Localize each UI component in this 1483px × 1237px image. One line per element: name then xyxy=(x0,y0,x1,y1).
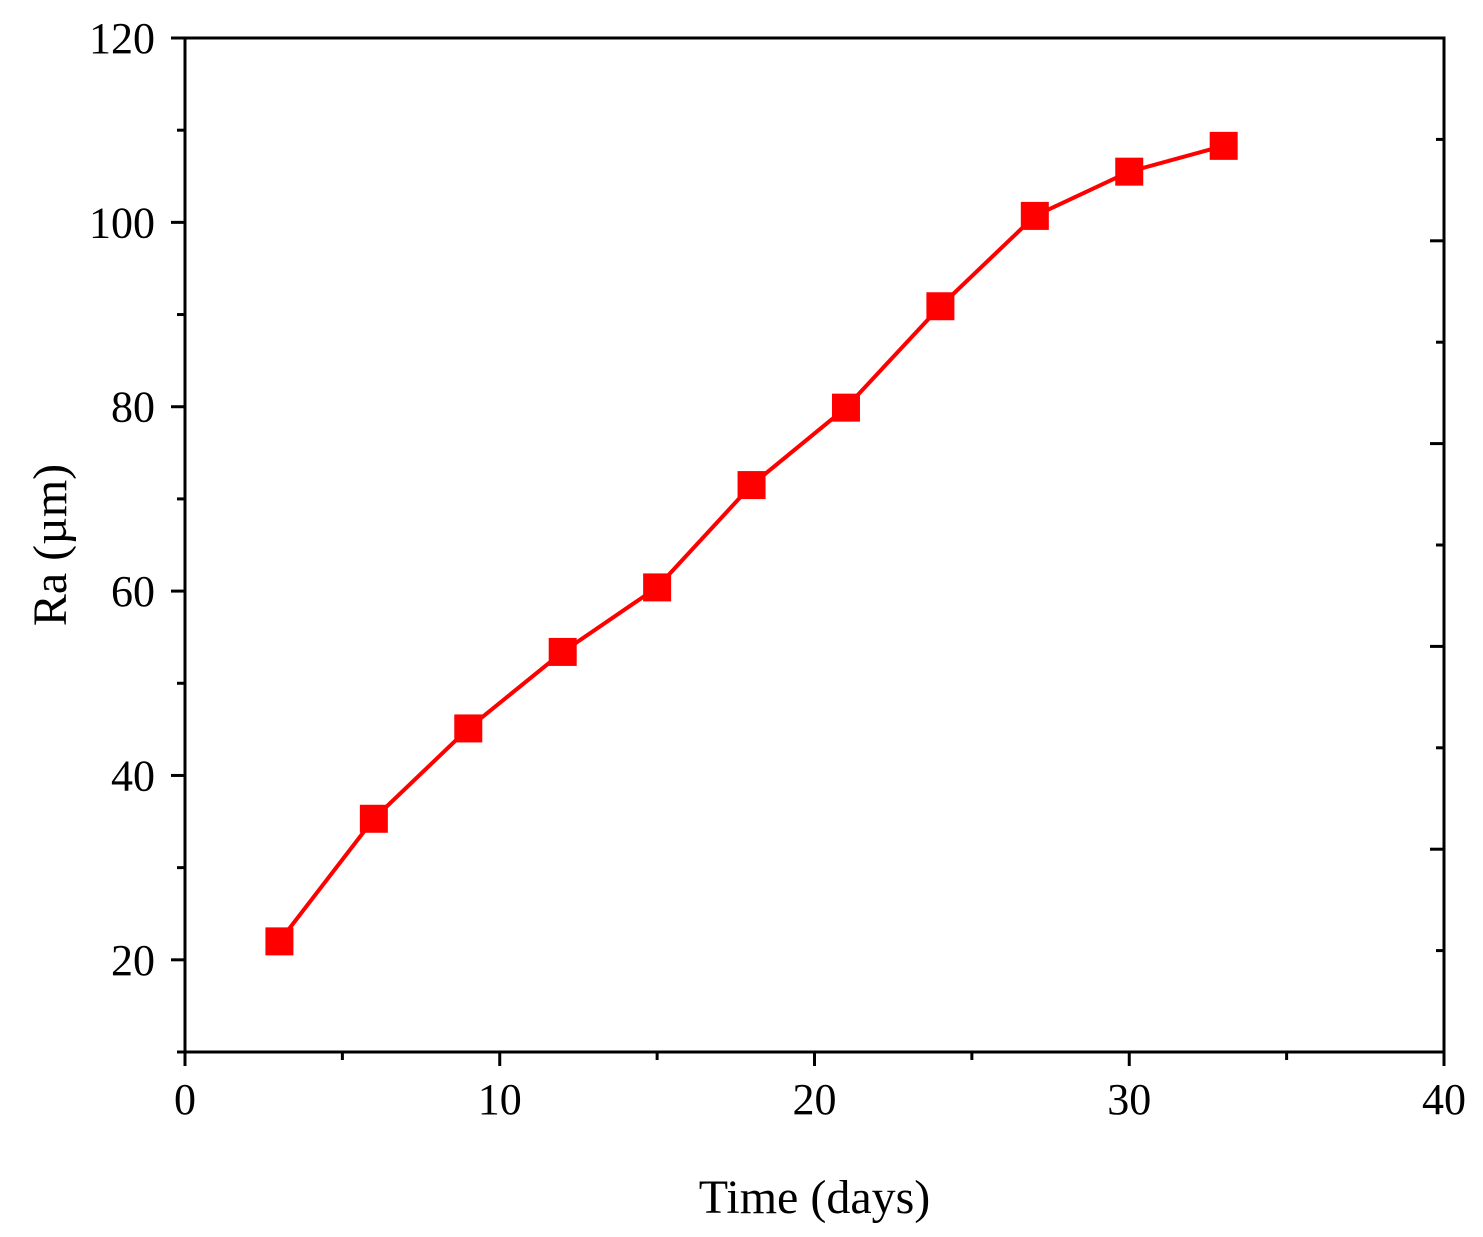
x-tick-label: 10 xyxy=(478,1075,522,1124)
data-point-marker xyxy=(643,573,672,602)
x-tick-label: 40 xyxy=(1422,1075,1466,1124)
y-tick-label: 20 xyxy=(111,936,155,985)
data-point-marker xyxy=(454,714,483,743)
data-point-marker xyxy=(737,471,766,500)
minor-ticks xyxy=(177,36,1444,1060)
data-point-marker xyxy=(1209,131,1238,160)
data-point-marker xyxy=(1020,201,1049,230)
data-point-marker xyxy=(1115,157,1144,186)
y-tick-label: 100 xyxy=(89,198,155,247)
x-tick-label: 0 xyxy=(174,1075,196,1124)
data-point-marker xyxy=(265,927,294,956)
series-layer xyxy=(265,131,1238,956)
y-tick-label: 60 xyxy=(111,567,155,616)
data-point-marker xyxy=(831,393,860,422)
x-axis-title: Time (days) xyxy=(699,1171,931,1224)
y-tick-label: 40 xyxy=(111,751,155,800)
series-line xyxy=(277,143,1225,943)
x-tick-label: 20 xyxy=(793,1075,837,1124)
data-point-marker xyxy=(359,804,388,833)
plot-frame xyxy=(183,36,1446,1054)
y-tick-label: 120 xyxy=(89,14,155,63)
data-point-marker xyxy=(926,292,955,321)
data-point-marker xyxy=(548,637,577,666)
tick-labels: 0 10 20 30 40 20 40 60 80 100 120 xyxy=(89,14,1466,1124)
x-tick-label: 30 xyxy=(1107,1075,1151,1124)
y-tick-label: 80 xyxy=(111,383,155,432)
y-axis-title: Ra (µm) xyxy=(24,464,77,626)
major-ticks xyxy=(171,36,1446,1066)
